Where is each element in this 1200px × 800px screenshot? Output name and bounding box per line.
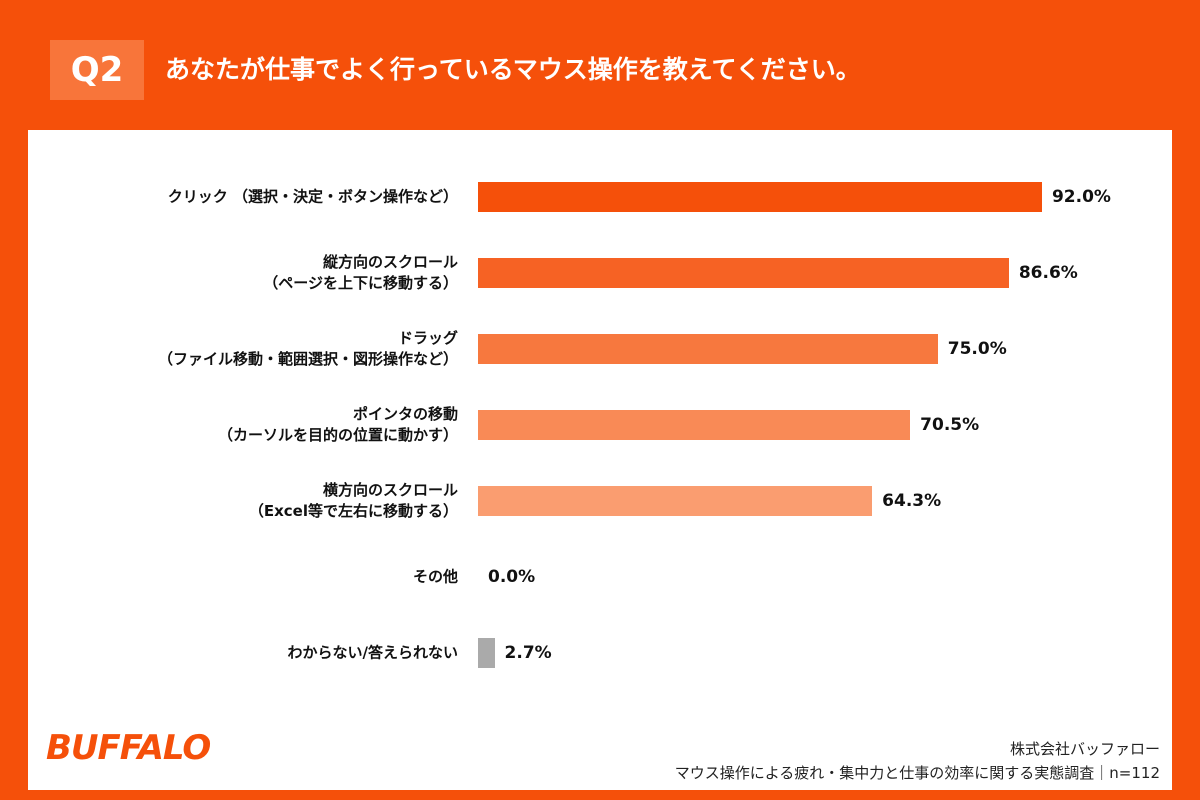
panel [28, 130, 1172, 790]
value-label: 0.0% [488, 567, 536, 587]
source: マウス操作による疲れ・集中力と仕事の効率に関する実態調査｜n=112 [674, 764, 1160, 782]
chart-title: あなたが仕事でよく行っているマウス操作を教えてください。 [165, 55, 861, 84]
category-label: わからない/答えられない [287, 643, 458, 662]
category-label: ポインタの移動 （カーソルを目的の位置に動かす） [217, 405, 458, 444]
category-label: クリック （選択・決定・ボタン操作など） [167, 187, 458, 206]
question-number: Q2 [50, 40, 144, 100]
bar [478, 258, 1009, 288]
bar [478, 334, 938, 364]
company: 株式会社バッファロー [1009, 740, 1160, 758]
logo: BUFFALO [46, 728, 211, 768]
value-label: 92.0% [1051, 187, 1111, 207]
value-label: 2.7% [504, 643, 552, 663]
value-label: 75.0% [947, 339, 1007, 359]
bar [478, 638, 495, 668]
category-label: ドラッグ （ファイル移動・範囲選択・図形操作など） [157, 329, 458, 368]
value-label: 70.5% [920, 415, 980, 435]
value-label: 64.3% [882, 491, 942, 511]
category-label: その他 [412, 567, 458, 586]
bar [478, 182, 1042, 212]
value-label: 86.6% [1018, 263, 1078, 283]
bar [478, 486, 873, 516]
category-label: 横方向のスクロール （Excel等で左右に移動する） [248, 481, 458, 520]
bar [478, 410, 911, 440]
category-label: 縦方向のスクロール （ページを上下に移動する） [263, 253, 458, 292]
